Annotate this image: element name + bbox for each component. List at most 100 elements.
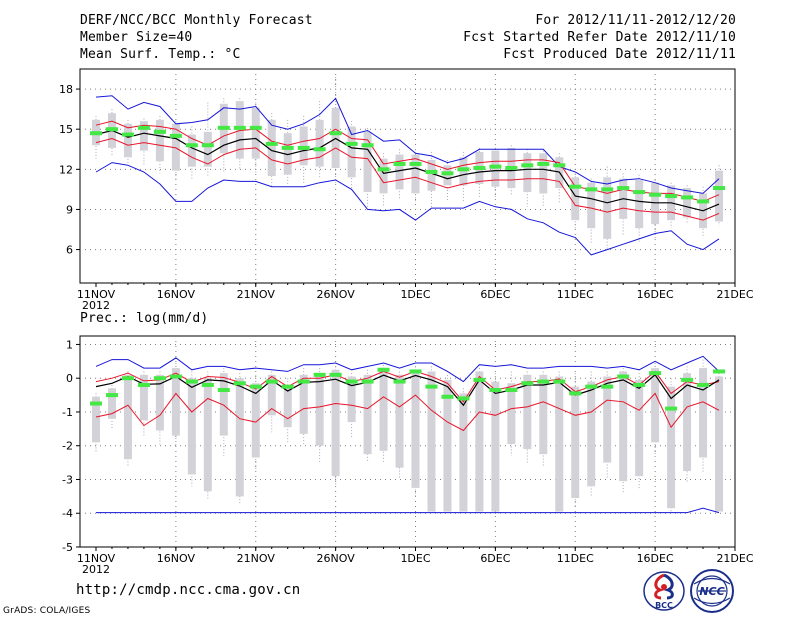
prec-y-tick-label: -4: [62, 507, 73, 520]
precipitation-variable-label: Prec.: log(mm/d): [80, 311, 209, 326]
temp-median-marker: [441, 171, 454, 176]
prec-median-marker: [473, 377, 486, 382]
temp-x-tick-label: 6DEC: [480, 288, 510, 301]
prec-member-box: [619, 371, 628, 482]
temp-y-tick-label: 15: [59, 123, 73, 136]
prec-median-marker: [553, 379, 566, 384]
forecast-period-label: For 2012/11/11-2012/12/20: [535, 13, 736, 28]
prec-median-marker: [297, 379, 310, 384]
prec-member-box: [507, 383, 516, 445]
grads-credit: GrADS: COLA/IGES: [3, 606, 91, 616]
temp-median-marker: [665, 194, 678, 199]
prec-median-marker: [121, 376, 134, 381]
temp-member-box: [427, 159, 436, 191]
temp-median-marker: [713, 186, 726, 191]
prec-member-box: [651, 368, 660, 443]
prec-median-marker: [521, 381, 534, 386]
temp-member-box: [459, 157, 468, 186]
prec-median-marker: [169, 374, 182, 379]
temp-median-marker: [90, 131, 102, 136]
prec-member-box: [347, 376, 356, 423]
temp-member-box: [587, 182, 596, 229]
source-url-link[interactable]: http://cmdp.ncc.cma.gov.cn: [76, 582, 301, 598]
prec-member-box: [555, 376, 564, 512]
temp-median-marker: [681, 195, 694, 200]
prec-member-box: [395, 374, 404, 468]
temp-max-line: [95, 95, 720, 194]
temp-x-tick-label: 1DEC: [400, 288, 430, 301]
temp-member-box: [603, 177, 612, 239]
prec-median-marker: [649, 371, 662, 376]
temp-member-box: [187, 134, 196, 167]
temp-member-box: [539, 153, 548, 194]
prec-median-marker: [409, 369, 422, 374]
temp-member-box: [635, 180, 644, 229]
temp-median-marker: [217, 125, 230, 130]
temp-median-marker: [281, 145, 294, 150]
temp-median-marker: [585, 187, 598, 192]
ncc-logo: NCC: [690, 569, 734, 613]
prec-x-tick-label: 26NOV: [317, 552, 356, 565]
temp-y-tick-label: 18: [59, 83, 73, 96]
temp-median-marker: [553, 163, 566, 168]
prec-member-box: [267, 374, 276, 416]
temp-x-tick-label: 11NOV: [77, 288, 116, 301]
prec-median-marker: [569, 391, 582, 396]
prec-median-marker: [585, 384, 598, 389]
prec-y-tick-label: -5: [62, 541, 73, 554]
prec-x-tick-label: 11DEC: [557, 552, 594, 565]
prec-member-box: [459, 393, 468, 512]
prec-mean-line: [95, 373, 720, 407]
prec-member-box: [123, 374, 132, 460]
prec-member-box: [635, 379, 644, 477]
prec-median-marker: [105, 393, 118, 398]
prec-lower-spread-line: [95, 392, 720, 432]
temp-median-marker: [329, 131, 342, 136]
prec-median-marker: [489, 388, 502, 393]
prec-member-box: [235, 378, 244, 497]
prec-x-tick-year: 2012: [82, 563, 110, 576]
prec-member-box: [715, 376, 724, 512]
temp-median-marker: [521, 163, 534, 168]
prec-member-box: [411, 369, 420, 488]
temp-member-box: [411, 154, 420, 194]
ncc-logo-text: NCC: [699, 585, 724, 598]
prec-median-marker: [425, 384, 438, 389]
bcc-logo-text: BCC: [655, 601, 673, 610]
prec-y-tick-label: 1: [66, 338, 73, 351]
temp-y-tick-label: 9: [66, 203, 73, 216]
temp-member-box: [315, 119, 324, 167]
prec-median-marker: [281, 384, 294, 389]
prec-member-box: [587, 381, 596, 487]
prec-median-marker: [537, 379, 550, 384]
temp-median-marker: [601, 187, 614, 192]
prec-median-marker: [249, 384, 262, 389]
prec-median-marker: [153, 376, 166, 381]
temp-median-marker: [313, 147, 326, 152]
prec-median-marker: [137, 382, 150, 387]
temp-x-tick-label: 21NOV: [237, 288, 276, 301]
prec-x-tick-label: 21DEC: [716, 552, 753, 565]
prec-member-box: [683, 373, 692, 472]
prec-member-box: [571, 386, 580, 499]
prec-member-box: [475, 371, 484, 512]
prec-median-marker: [313, 372, 326, 377]
temp-member-box: [523, 153, 532, 193]
temp-x-tick-label: 21DEC: [716, 288, 753, 301]
prec-median-marker: [393, 379, 406, 384]
prec-x-tick-label: 6DEC: [480, 552, 510, 565]
temp-median-marker: [169, 133, 182, 138]
temp-member-box: [299, 126, 308, 166]
temp-member-box: [651, 182, 660, 225]
prec-median-marker: [265, 379, 278, 384]
temp-member-box: [443, 165, 452, 186]
temp-member-box: [235, 101, 244, 159]
temp-x-tick-year: 2012: [82, 299, 110, 312]
temp-median-marker: [361, 143, 374, 148]
prec-median-marker: [345, 379, 358, 384]
temperature-variable-label: Mean Surf. Temp.: °C: [80, 47, 241, 62]
prec-member-box: [667, 386, 676, 509]
